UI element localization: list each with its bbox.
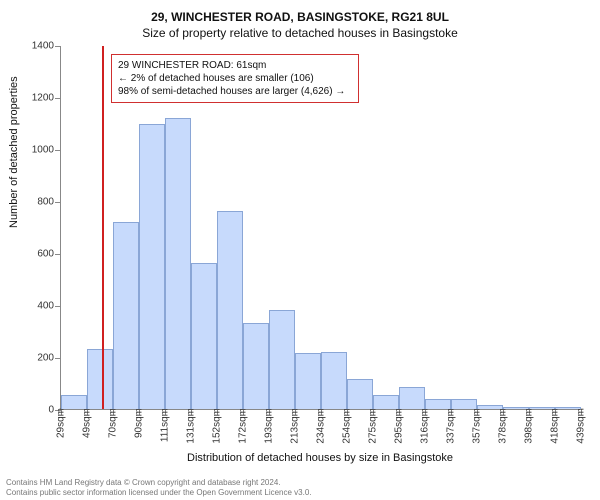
- y-tick: [55, 254, 61, 255]
- x-tick-label: 378sqm: [498, 408, 509, 444]
- histogram-bar: [191, 263, 217, 409]
- y-tick-label: 600: [37, 249, 54, 260]
- y-tick-label: 800: [37, 197, 54, 208]
- x-tick-label: 234sqm: [316, 408, 327, 444]
- y-tick: [55, 98, 61, 99]
- histogram-bar: [503, 407, 529, 409]
- histogram-bar: [399, 387, 425, 409]
- histogram-bar: [555, 407, 581, 409]
- x-tick-label: 398sqm: [524, 408, 535, 444]
- annotation-box: 29 WINCHESTER ROAD: 61sqm← 2% of detache…: [111, 54, 359, 103]
- histogram-bar: [529, 407, 555, 409]
- y-tick: [55, 46, 61, 47]
- histogram-bar: [373, 395, 399, 409]
- histogram-bar: [347, 379, 373, 409]
- histogram-bar: [477, 405, 503, 409]
- x-tick-label: 193sqm: [264, 408, 275, 444]
- histogram-bar: [425, 399, 451, 409]
- y-tick-label: 1000: [32, 145, 54, 156]
- x-tick-label: 418sqm: [550, 408, 561, 444]
- plot-area: 020040060080010001200140029sqm49sqm70sqm…: [60, 46, 580, 410]
- figure: 29, WINCHESTER ROAD, BASINGSTOKE, RG21 8…: [0, 0, 600, 500]
- histogram-bar: [87, 349, 113, 409]
- x-tick-label: 172sqm: [238, 408, 249, 444]
- histogram-bar: [321, 352, 347, 409]
- x-tick-label: 131sqm: [186, 408, 197, 444]
- x-tick-label: 254sqm: [342, 408, 353, 444]
- histogram-bar: [139, 124, 165, 409]
- chart-area: 020040060080010001200140029sqm49sqm70sqm…: [60, 46, 580, 410]
- histogram-bar: [269, 310, 295, 409]
- x-tick-label: 357sqm: [472, 408, 483, 444]
- x-tick-label: 275sqm: [368, 408, 379, 444]
- x-tick-label: 49sqm: [82, 408, 93, 438]
- annotation-line: 98% of semi-detached houses are larger (…: [118, 85, 352, 98]
- x-tick-label: 90sqm: [134, 408, 145, 438]
- histogram-bar: [61, 395, 87, 409]
- y-tick: [55, 358, 61, 359]
- y-tick-label: 0: [48, 405, 54, 416]
- histogram-bar: [451, 399, 477, 409]
- attribution-line2: Contains public sector information licen…: [6, 488, 594, 498]
- histogram-bar: [165, 118, 191, 409]
- title-address: 29, WINCHESTER ROAD, BASINGSTOKE, RG21 8…: [0, 10, 600, 24]
- x-tick-label: 337sqm: [446, 408, 457, 444]
- x-tick-label: 213sqm: [290, 408, 301, 444]
- histogram-bar: [243, 323, 269, 409]
- x-tick-label: 111sqm: [160, 408, 171, 442]
- y-tick-label: 1200: [32, 93, 54, 104]
- annotation-line: 29 WINCHESTER ROAD: 61sqm: [118, 59, 352, 72]
- y-tick-label: 400: [37, 301, 54, 312]
- x-tick-label: 29sqm: [56, 408, 67, 438]
- x-tick-label: 152sqm: [212, 408, 223, 444]
- histogram-bar: [295, 353, 321, 409]
- attribution: Contains HM Land Registry data © Crown c…: [6, 478, 594, 498]
- attribution-line1: Contains HM Land Registry data © Crown c…: [6, 478, 594, 488]
- annotation-line: ← 2% of detached houses are smaller (106…: [118, 72, 352, 85]
- x-tick-label: 70sqm: [108, 408, 119, 438]
- y-tick-label: 200: [37, 353, 54, 364]
- y-tick: [55, 306, 61, 307]
- x-tick-label: 439sqm: [576, 408, 587, 444]
- x-tick-label: 316sqm: [420, 408, 431, 444]
- title-subtitle: Size of property relative to detached ho…: [0, 26, 600, 40]
- histogram-bar: [113, 222, 139, 409]
- y-axis-label: Number of detached properties: [8, 76, 20, 228]
- y-tick: [55, 202, 61, 203]
- x-axis-label: Distribution of detached houses by size …: [60, 452, 580, 464]
- y-tick-label: 1400: [32, 41, 54, 52]
- subject-property-marker: [102, 46, 104, 409]
- histogram-bar: [217, 211, 243, 409]
- x-tick-label: 295sqm: [394, 408, 405, 444]
- y-tick: [55, 150, 61, 151]
